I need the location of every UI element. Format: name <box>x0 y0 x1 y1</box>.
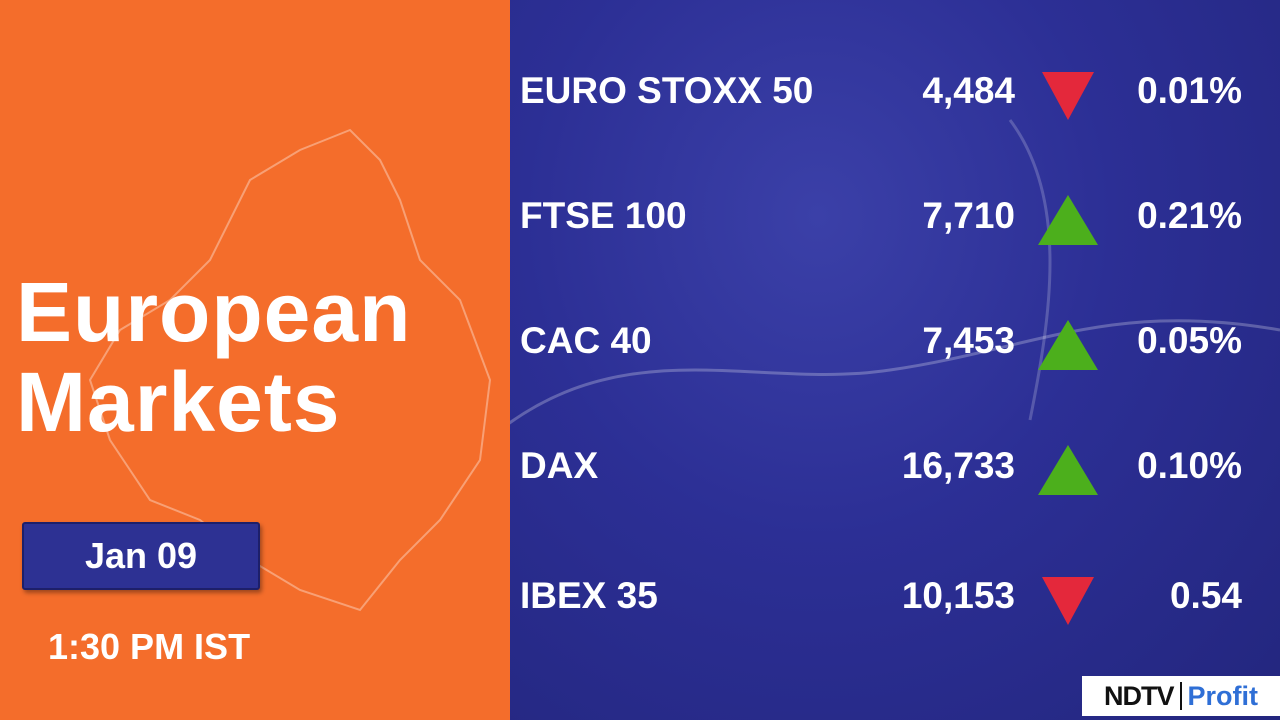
title-line: European <box>16 265 412 359</box>
row-name: DAX <box>520 445 599 486</box>
date: Jan 09 <box>84 535 198 576</box>
logo: NDTV Profit <box>1082 676 1280 716</box>
row-name: FTSE 100 <box>520 195 687 236</box>
arrow <box>1042 577 1094 625</box>
row-change: 0.05% <box>1137 320 1242 361</box>
row-change: 0.21% <box>1137 195 1242 236</box>
logo-separator <box>1179 682 1182 710</box>
row-name: CAC 40 <box>520 320 652 361</box>
arrow-down <box>1042 577 1094 625</box>
arrow-up <box>1038 195 1098 245</box>
right-panel <box>510 0 1280 720</box>
time: 1:30 PM IST <box>48 626 251 667</box>
row-change: 0.10% <box>1137 445 1242 486</box>
row-change: 0.01% <box>1137 70 1242 111</box>
arrow <box>1038 195 1098 245</box>
left-panel: European Markets Jan 09 1:30 PM IST <box>0 0 510 720</box>
logo-brand: NDTV <box>1104 680 1174 711</box>
arrow <box>1038 445 1098 495</box>
row-value: 16,733 <box>901 445 1015 486</box>
arrow-down <box>1042 72 1094 120</box>
arrow <box>1042 72 1094 120</box>
row-value: 10,153 <box>901 575 1015 616</box>
arrow <box>1038 320 1098 370</box>
row-name: EURO STOXX 50 <box>520 70 814 111</box>
title-line: Markets <box>16 355 341 449</box>
arrow-up <box>1038 320 1098 370</box>
map-outline <box>88 128 492 612</box>
row-name: IBEX 35 <box>520 575 658 616</box>
logo-product: Profit <box>1187 680 1259 711</box>
date-box: Jan 09 <box>22 522 260 590</box>
background-art <box>510 119 1280 425</box>
row-value: 4,484 <box>922 70 1015 111</box>
arrow-up <box>1038 445 1098 495</box>
row-value: 7,710 <box>922 195 1015 236</box>
row-change: 0.54 <box>1169 575 1242 616</box>
row-value: 7,453 <box>922 320 1015 361</box>
